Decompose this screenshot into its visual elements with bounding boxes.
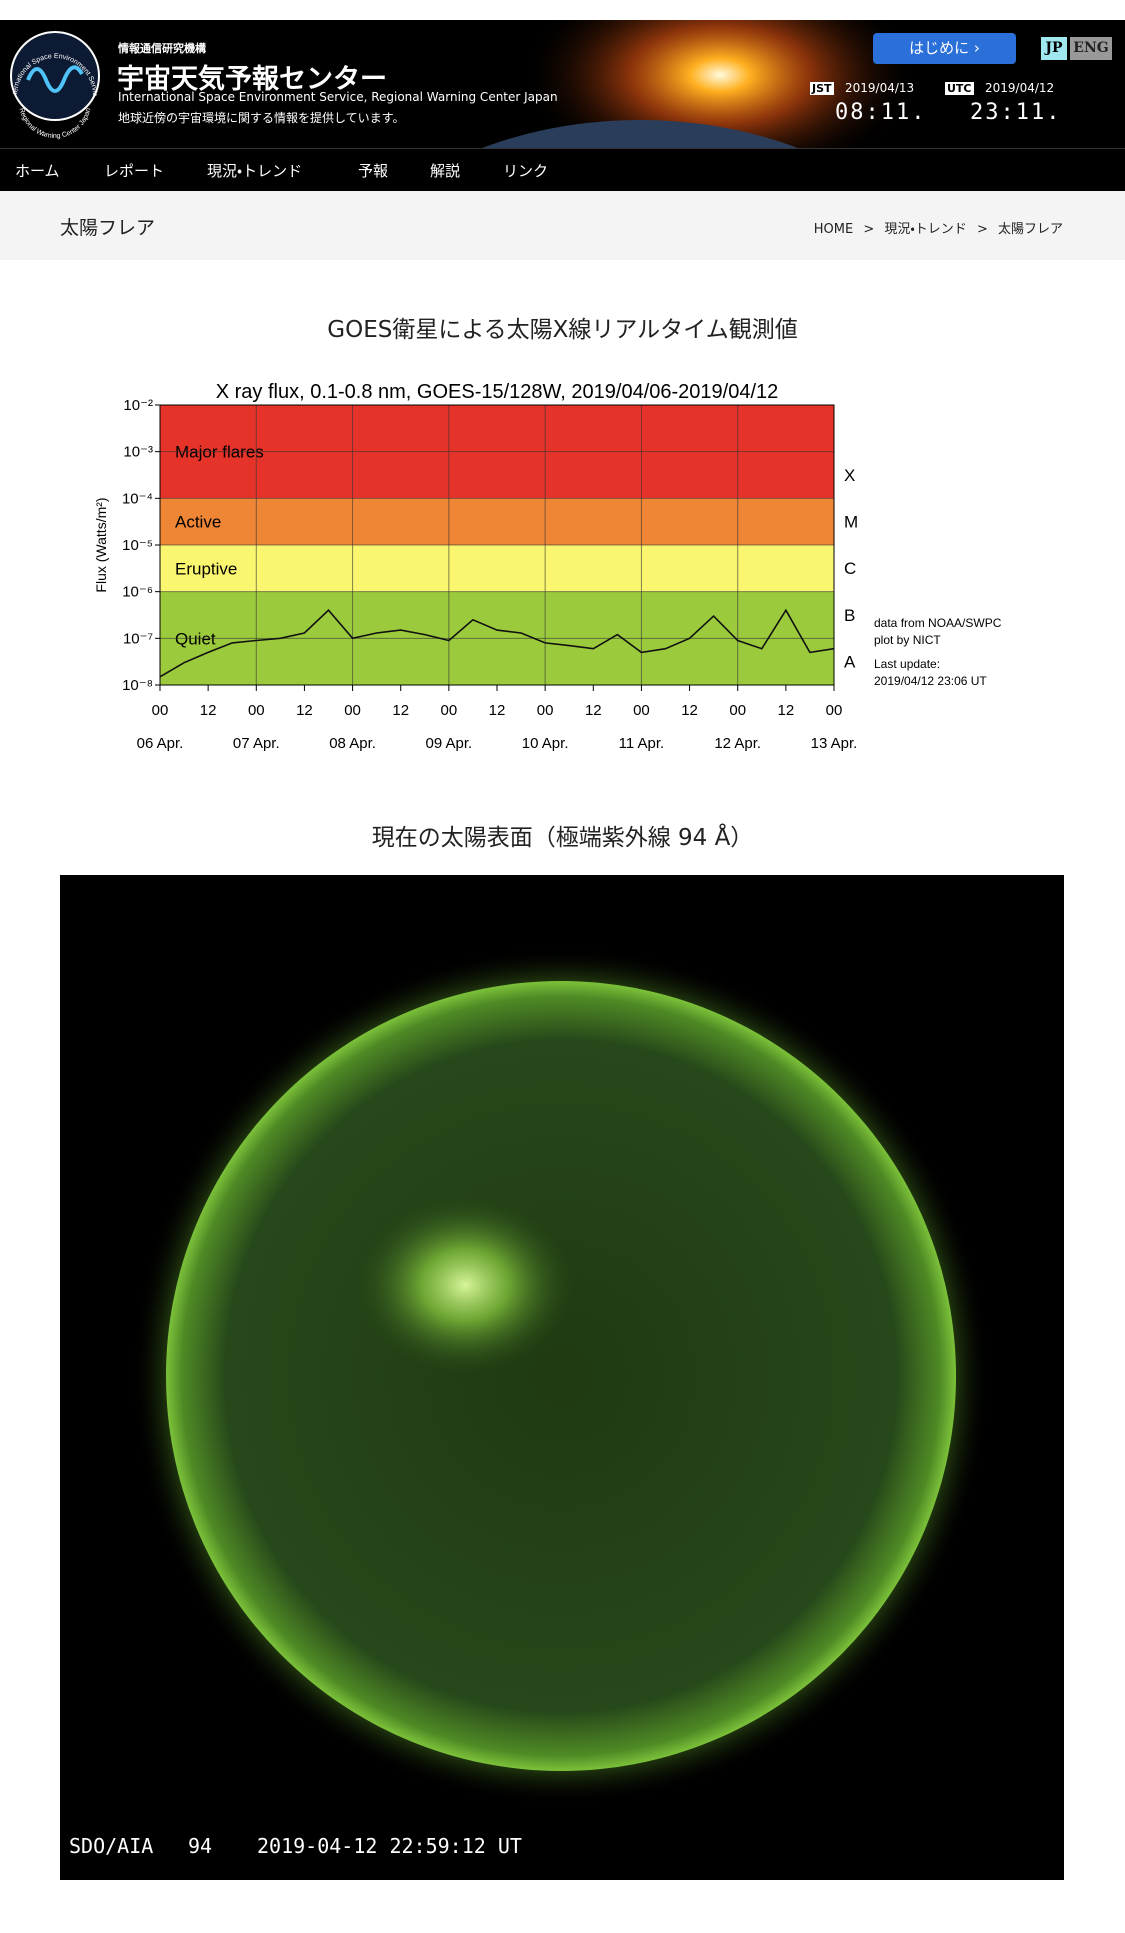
- y-tick-label: 10⁻⁶: [122, 584, 153, 601]
- image-caption: 94: [188, 1834, 212, 1858]
- logo-wave: [26, 65, 84, 93]
- breadcrumb-current: 太陽フレア: [997, 222, 1063, 237]
- y-tick-label: 10⁻⁵: [122, 537, 153, 554]
- org-name: 情報通信研究機構: [118, 42, 206, 55]
- sun-image: SDO/AIA 94 2019-04-12 22:59:12 UT: [60, 875, 1064, 1880]
- earth-limb: [482, 120, 798, 148]
- chart-note: data from NOAA/SWPC: [874, 616, 1002, 630]
- x-tick-label: 00: [248, 702, 265, 719]
- x-date-label: 09 Apr.: [425, 735, 472, 752]
- section-title: 現在の太陽表面（極端紫外線 94 Å）: [371, 825, 754, 851]
- sun-glow: [520, 20, 920, 148]
- utc-label: UTC: [945, 82, 974, 95]
- flux-band: [160, 545, 834, 592]
- jst-label: JST: [810, 82, 834, 95]
- x-tick-label: 00: [633, 702, 650, 719]
- class-label: M: [844, 512, 858, 531]
- breadcrumb-separator: >: [976, 222, 988, 237]
- x-tick-label: 12: [200, 702, 217, 719]
- band-label: Eruptive: [175, 559, 237, 578]
- flux-band: [160, 498, 834, 545]
- lang-jp[interactable]: JP: [1041, 37, 1067, 60]
- x-tick-label: 00: [729, 702, 746, 719]
- site-subtitle: International Space Environment Service,…: [118, 90, 558, 104]
- intro-button-label: はじめに: [909, 39, 970, 57]
- x-date-label: 13 Apr.: [811, 735, 858, 752]
- breadcrumb-bar: 太陽フレア HOME > 現況・トレンド > 太陽フレア: [0, 191, 1125, 260]
- x-tick-label: 12: [585, 702, 602, 719]
- band-label: Active: [175, 513, 221, 532]
- jst-date: 2019/04/13: [845, 81, 915, 95]
- x-date-label: 11 Apr.: [619, 735, 665, 752]
- plot-frame: [159, 404, 835, 686]
- y-tick-label: 10⁻⁴: [122, 490, 153, 507]
- utc-date: 2019/04/12: [985, 81, 1055, 95]
- class-label: B: [844, 606, 855, 625]
- logo: [10, 31, 100, 121]
- active-region: [355, 1195, 575, 1375]
- y-tick-label: 10⁻²: [123, 397, 153, 414]
- breadcrumb-link[interactable]: HOME: [813, 222, 854, 237]
- x-tick-label: 12: [296, 702, 313, 719]
- breadcrumb: HOME > 現況・トレンド > 太陽フレア: [814, 218, 1063, 237]
- breadcrumb-link[interactable]: 現況・トレンド: [884, 222, 967, 237]
- x-date-label: 08 Apr.: [329, 735, 376, 752]
- class-label: A: [844, 652, 856, 671]
- chart-title: X ray flux, 0.1-0.8 nm, GOES-15/128W, 20…: [216, 381, 779, 403]
- header-art: International Space Environment Service …: [0, 20, 920, 148]
- solar-disk: [166, 981, 956, 1771]
- x-tick-label: 00: [441, 702, 458, 719]
- nav-item[interactable]: ホーム: [15, 162, 60, 180]
- nav-bar: ホーム レポート 現況・トレンド 予報 解説 リンク: [0, 148, 1125, 192]
- site-title: 宇宙天気予報センター: [117, 64, 387, 95]
- image-caption: 2019-04-12 22:59:12 UT: [257, 1834, 522, 1858]
- y-tick-label: 10⁻³: [123, 444, 153, 461]
- flux-line: [159, 608, 835, 678]
- image-caption: SDO/AIA: [69, 1834, 153, 1858]
- x-tick-label: 12: [778, 702, 795, 719]
- class-label: C: [844, 559, 856, 578]
- x-date-label: 10 Apr.: [522, 735, 569, 752]
- section-title: GOES衛星による太陽X線リアルタイム観測値: [327, 317, 798, 343]
- lang-en[interactable]: ENG: [1070, 37, 1112, 60]
- y-axis-label: Flux (Watts/m²): [93, 497, 109, 592]
- xray-chart: X ray flux, 0.1-0.8 nm, GOES-15/128W, 20…: [93, 381, 1002, 752]
- breadcrumb-separator: >: [863, 222, 875, 237]
- chart-note: Last update:: [874, 657, 940, 671]
- x-tick-label: 12: [681, 702, 698, 719]
- x-tick-label: 12: [392, 702, 409, 719]
- x-tick-label: 00: [152, 702, 169, 719]
- header: International Space Environment Service …: [0, 20, 1125, 148]
- x-tick-label: 00: [344, 702, 361, 719]
- nav-item[interactable]: リンク: [503, 162, 549, 180]
- chart-note: 2019/04/12 23:06 UT: [874, 674, 987, 688]
- y-tick-label: 10⁻⁷: [123, 630, 153, 647]
- jst-time: 08:11.: [835, 100, 927, 125]
- chart-note: plot by NICT: [874, 633, 941, 647]
- y-tick-label: 10⁻⁸: [122, 677, 153, 694]
- class-label: X: [844, 466, 855, 485]
- band-label: Quiet: [175, 629, 216, 648]
- x-date-label: 06 Apr.: [137, 735, 184, 752]
- intro-button[interactable]: はじめに ›: [873, 33, 1016, 64]
- page-title: 太陽フレア: [60, 217, 156, 239]
- x-tick-label: 00: [826, 702, 843, 719]
- x-tick-label: 00: [537, 702, 554, 719]
- nav-item[interactable]: 解説: [430, 162, 461, 180]
- x-date-label: 12 Apr.: [714, 735, 761, 752]
- x-tick-label: 12: [489, 702, 506, 719]
- x-date-label: 07 Apr.: [233, 735, 280, 752]
- tagline: 地球近傍の宇宙環境に関する情報を提供しています。: [118, 111, 405, 125]
- nav-item[interactable]: 予報: [358, 162, 389, 180]
- utc-time: 23:11.: [970, 100, 1062, 125]
- nav-item[interactable]: 現況・トレンド: [207, 162, 303, 180]
- nav-item[interactable]: レポート: [104, 162, 165, 180]
